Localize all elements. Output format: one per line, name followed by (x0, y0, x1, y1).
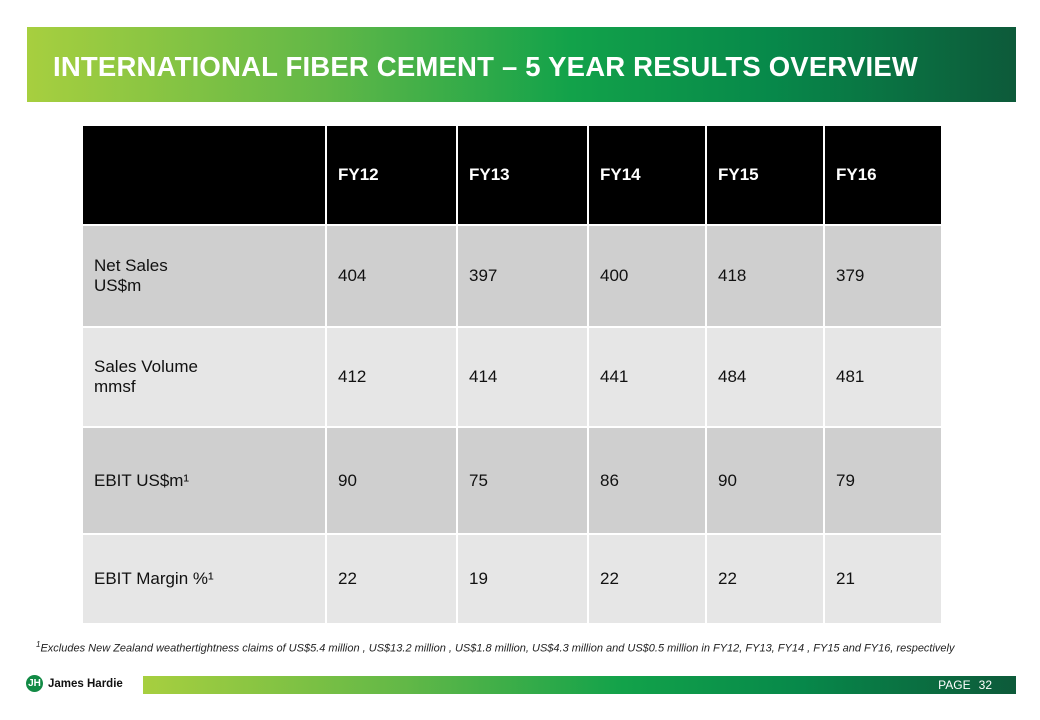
table-cell: 418 (705, 224, 825, 328)
row-label: EBIT Margin %¹ (81, 533, 327, 625)
table-cell: 379 (823, 224, 943, 328)
table-row-ebit: EBIT US$m¹ 90 75 86 90 79 (81, 426, 943, 535)
table-row-sales-volume: Sales Volume mmsf 412 414 441 484 481 (81, 326, 943, 428)
table-cell: 404 (325, 224, 458, 328)
table-row-ebit-margin: EBIT Margin %¹ 22 19 22 22 21 (81, 533, 943, 625)
footnote-text: Excludes New Zealand weathertightness cl… (40, 642, 955, 655)
page-title: INTERNATIONAL FIBER CEMENT – 5 YEAR RESU… (53, 51, 919, 82)
table-cell: 22 (587, 533, 707, 625)
table-cell: 414 (456, 326, 589, 428)
table-header-row: FY12 FY13 FY14 FY15 FY16 (81, 124, 943, 226)
table-cell: 90 (705, 426, 825, 535)
page-number: 32 (978, 678, 992, 692)
footnote-marker: 1 (36, 640, 41, 649)
header-cell-fy16: FY16 (823, 124, 943, 226)
row-label-line2: US$m (94, 276, 142, 295)
logo-text: James Hardie (48, 677, 123, 690)
table-cell: 400 (587, 224, 707, 328)
header-cell-empty (81, 124, 327, 226)
row-label: Net Sales US$m (81, 224, 327, 328)
header-cell-fy15: FY15 (705, 124, 825, 226)
page-indicator: PAGE 32 (938, 678, 992, 692)
header-cell-fy14: FY14 (587, 124, 707, 226)
row-label-line2: mmsf (94, 377, 136, 396)
company-logo: JH James Hardie (26, 675, 123, 692)
table-cell: 484 (705, 326, 825, 428)
table-cell: 90 (325, 426, 458, 535)
header-cell-fy12: FY12 (325, 124, 458, 226)
row-label: EBIT US$m¹ (81, 426, 327, 535)
header-cell-fy13: FY13 (456, 124, 589, 226)
table-cell: 79 (823, 426, 943, 535)
row-label-line1: Net Sales (94, 256, 168, 275)
table-cell: 441 (587, 326, 707, 428)
table-row-net-sales: Net Sales US$m 404 397 400 418 379 (81, 224, 943, 328)
table-cell: 19 (456, 533, 589, 625)
row-label: Sales Volume mmsf (81, 326, 327, 428)
table-cell: 481 (823, 326, 943, 428)
table-cell: 86 (587, 426, 707, 535)
table-cell: 397 (456, 224, 589, 328)
page-label: PAGE (938, 678, 971, 692)
table-cell: 21 (823, 533, 943, 625)
table-cell: 22 (705, 533, 825, 625)
table-cell: 412 (325, 326, 458, 428)
table-cell: 75 (456, 426, 589, 535)
footer-bar: PAGE 32 (143, 676, 1016, 694)
row-label-line1: Sales Volume (94, 357, 198, 376)
results-table: FY12 FY13 FY14 FY15 FY16 Net Sales US$m … (81, 124, 943, 625)
logo-mark-icon: JH (26, 675, 43, 692)
title-banner: INTERNATIONAL FIBER CEMENT – 5 YEAR RESU… (27, 27, 1016, 102)
footnote: 1Excludes New Zealand weathertightness c… (36, 638, 996, 656)
table-cell: 22 (325, 533, 458, 625)
